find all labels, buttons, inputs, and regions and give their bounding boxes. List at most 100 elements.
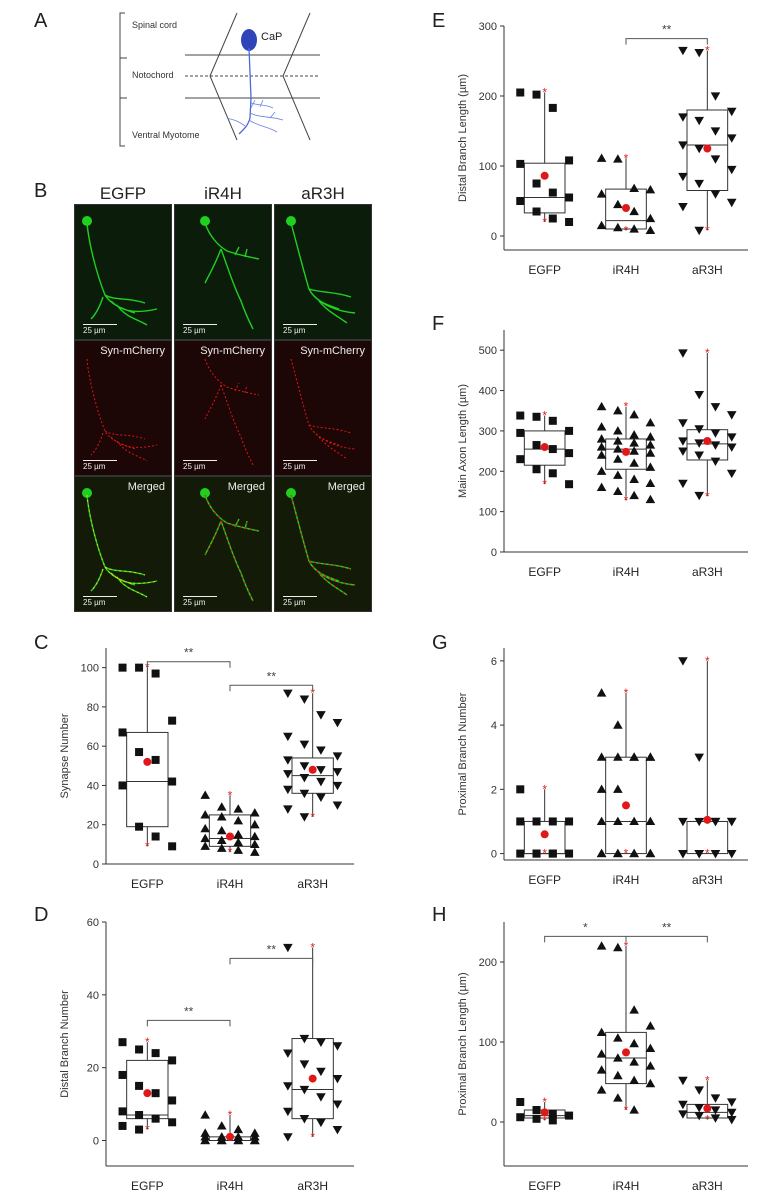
x-tick-label: EGFP — [528, 1179, 561, 1193]
y-tick-label: 2 — [491, 784, 497, 796]
mean-point — [308, 1074, 317, 1083]
data-point — [596, 220, 607, 230]
data-point — [565, 449, 574, 458]
data-point — [135, 1045, 144, 1054]
y-tick-label: 20 — [87, 820, 99, 832]
data-point — [532, 1114, 541, 1123]
neuron-image — [204, 358, 260, 466]
data-point — [299, 740, 310, 750]
data-point — [216, 843, 227, 852]
data-point — [710, 155, 721, 164]
chart-f-main-axon-length: 0 100 200 300 400 500 Main Axon Length (µm) EGF… — [457, 330, 748, 579]
micrograph-row-label: Syn-mCherry — [100, 345, 165, 357]
data-point — [168, 1118, 177, 1127]
chart-d-distal-branch-number: 0 20 40 60 Distal Branch Number EGFP iR4H aR3H *… — [59, 917, 354, 1193]
data-point — [516, 411, 525, 420]
y-axis-label: Proximal Branch Length (µm) — [457, 972, 469, 1115]
mean-point — [703, 1104, 712, 1113]
y-axis-label: Main Axon Length (µm) — [457, 384, 469, 498]
y-axis-label: Distal Branch Length (µm) — [457, 74, 469, 202]
mean-point — [540, 171, 549, 180]
data-point — [532, 465, 541, 474]
data-point — [726, 198, 737, 208]
scale-bar-line — [283, 460, 317, 461]
outlier-marker: * — [542, 1113, 547, 1127]
box-ar3h: ** — [678, 346, 737, 503]
data-point — [678, 817, 688, 827]
data-point — [316, 766, 326, 775]
outlier-marker: * — [228, 1108, 233, 1122]
data-point — [596, 189, 607, 198]
scale-bar-line — [183, 596, 217, 597]
data-point — [694, 451, 704, 460]
data-point — [168, 1056, 177, 1065]
data-point — [678, 657, 688, 666]
data-point — [316, 1118, 326, 1128]
significance-bracket — [229, 957, 314, 965]
outlier-marker: * — [310, 1130, 315, 1144]
data-point — [151, 1089, 160, 1098]
chart-h-proximal-branch-length: 0 100 200 Proximal Branch Length (µm) EGFP iR… — [457, 920, 748, 1193]
y-tick-label: 60 — [87, 917, 99, 929]
data-point — [613, 486, 623, 496]
data-point — [516, 159, 525, 168]
data-point — [299, 1115, 310, 1124]
outlier-marker: * — [624, 686, 629, 700]
outlier-marker: * — [624, 847, 629, 861]
data-point — [596, 1085, 607, 1094]
data-point — [645, 225, 656, 234]
neuron-image — [200, 216, 260, 330]
mean-point — [540, 443, 549, 452]
outlier-marker: * — [624, 400, 629, 414]
y-tick-label: 40 — [87, 990, 99, 1002]
micrograph-ir4h-row-1: 25 µm — [174, 204, 272, 340]
significance-bracket — [229, 684, 314, 692]
scale-bar-label: 25 µm — [83, 598, 106, 607]
micrograph-row-label: Syn-mCherry — [200, 345, 265, 357]
outlier-marker: * — [705, 489, 710, 503]
data-point — [283, 1082, 293, 1091]
data-point — [299, 774, 310, 783]
data-point — [168, 1096, 177, 1105]
data-point — [726, 469, 737, 479]
micrograph-egfp-row-3: Merged 25 µm — [74, 476, 172, 612]
data-point — [694, 491, 704, 501]
data-point — [151, 755, 160, 764]
outlier-marker: * — [145, 1035, 150, 1049]
data-point — [168, 842, 177, 851]
y-tick-label: 6 — [491, 656, 497, 668]
data-point — [645, 752, 656, 761]
data-point — [678, 46, 688, 56]
data-point — [216, 812, 227, 821]
data-point — [151, 1114, 160, 1123]
outlier-marker: * — [705, 1073, 710, 1087]
data-point — [629, 1075, 639, 1084]
data-point — [710, 403, 721, 412]
scale-bar-label: 25 µm — [283, 598, 306, 607]
data-point — [565, 426, 574, 435]
data-point — [118, 1038, 127, 1047]
data-point — [216, 825, 227, 835]
y-tick-label: 0 — [491, 547, 497, 559]
data-point — [299, 1034, 310, 1044]
data-point — [118, 663, 127, 672]
mean-point — [540, 830, 549, 839]
data-point — [596, 688, 607, 697]
data-point — [135, 1081, 144, 1090]
box-egfp: ** — [516, 409, 574, 491]
label-notochord: Notochord — [132, 70, 174, 80]
data-point — [283, 770, 293, 779]
data-point — [629, 1057, 639, 1066]
data-point — [629, 430, 639, 439]
data-point — [726, 1098, 737, 1107]
box-ar3h: ** — [283, 686, 343, 824]
data-point — [516, 455, 525, 464]
data-point — [613, 1033, 623, 1042]
outlier-marker: * — [705, 44, 710, 58]
y-tick-label: 200 — [479, 466, 497, 478]
data-point — [629, 490, 639, 500]
significance-label: ** — [662, 920, 672, 934]
panel-letter-c: C — [34, 632, 49, 654]
data-point — [299, 1085, 310, 1095]
data-point — [250, 847, 260, 856]
